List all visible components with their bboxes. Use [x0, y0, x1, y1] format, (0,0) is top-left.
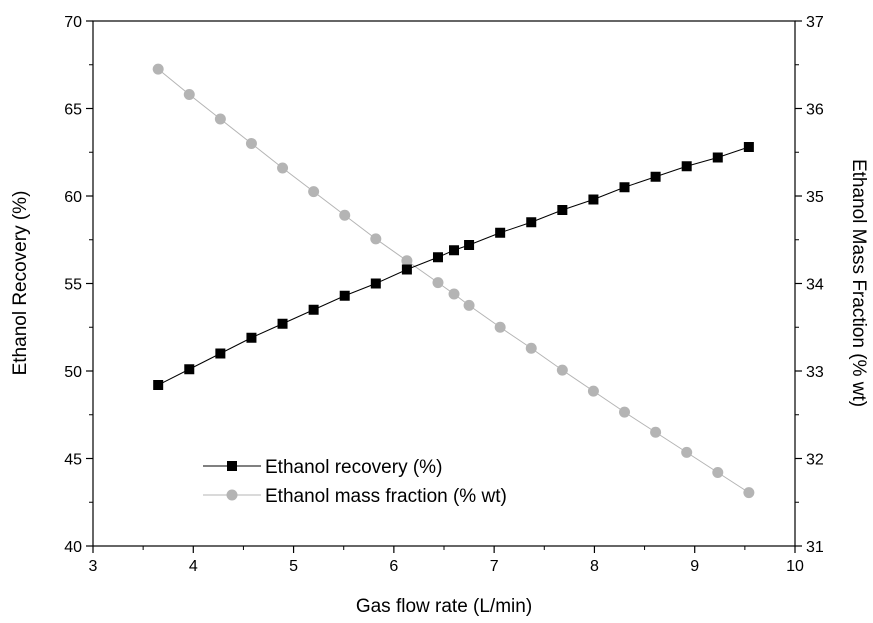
series-line-recovery: [157, 146, 750, 386]
x-tick-label: 10: [786, 558, 804, 575]
data-point-mass-fraction: [432, 277, 444, 289]
data-point-recovery: [495, 227, 506, 238]
y2-tick-label: 34: [806, 277, 824, 294]
y-axis-title-left: Ethanol Recovery (%): [10, 191, 31, 376]
data-point-mass-fraction: [587, 385, 599, 397]
data-point-mass-fraction: [681, 446, 693, 458]
data-point-mass-fraction: [183, 89, 195, 100]
series-recovery: [153, 142, 754, 390]
y-tick-label: 55: [64, 277, 82, 294]
data-point-recovery: [339, 290, 350, 301]
y2-tick-label: 36: [806, 102, 824, 119]
legend-item-recovery: Ethanol recovery (%): [203, 457, 442, 478]
data-point-mass-fraction: [214, 113, 226, 125]
data-point-recovery: [712, 152, 723, 163]
data-point-mass-fraction: [339, 209, 351, 221]
series-layer: [152, 63, 755, 499]
data-point-recovery: [449, 245, 460, 256]
data-point-mass-fraction: [463, 299, 475, 311]
x-tick-label: 8: [590, 558, 599, 575]
data-point-mass-fraction: [401, 255, 413, 267]
data-point-recovery: [464, 240, 475, 250]
y2-tick-label: 33: [806, 364, 824, 381]
data-point-recovery: [215, 348, 226, 359]
data-point-recovery: [557, 205, 568, 215]
y-tick-label: 65: [64, 102, 82, 119]
x-tick-label: 7: [490, 558, 499, 575]
legend-marker-circle: [226, 489, 238, 501]
data-point-mass-fraction: [650, 426, 662, 438]
plot-area-frame: [92, 20, 796, 547]
data-point-recovery: [650, 171, 661, 182]
y2-tick-label: 37: [806, 14, 824, 31]
y-tick-label: 70: [64, 14, 82, 31]
data-point-mass-fraction: [712, 467, 724, 478]
data-point-mass-fraction: [370, 233, 382, 245]
series-mass-fraction: [152, 63, 755, 499]
y2-tick-label: 35: [806, 189, 824, 206]
y-tick-label: 40: [64, 539, 82, 556]
legend-label-recovery: Ethanol recovery (%): [265, 457, 442, 478]
y2-tick-label: 32: [806, 452, 824, 469]
y2-tick-label: 31: [806, 539, 824, 556]
y-tick-label: 45: [64, 452, 82, 469]
data-point-recovery: [588, 194, 599, 205]
axis-ticks-layer: [86, 20, 802, 553]
data-point-recovery: [308, 304, 319, 315]
data-point-mass-fraction: [277, 162, 289, 174]
data-point-mass-fraction: [743, 487, 755, 499]
x-tick-label: 9: [690, 558, 699, 575]
data-point-mass-fraction: [619, 406, 631, 418]
data-point-recovery: [370, 278, 381, 289]
data-point-mass-fraction: [308, 186, 320, 198]
data-point-recovery: [153, 380, 164, 390]
y-axis-title-right: Ethanol Mass Fraction (% wt): [848, 159, 869, 407]
legend-item-mass-fraction: Ethanol mass fraction (% wt): [203, 486, 507, 507]
data-point-recovery: [619, 182, 630, 193]
data-point-recovery: [184, 364, 195, 375]
data-point-recovery: [743, 142, 754, 152]
data-point-recovery: [277, 318, 288, 329]
data-point-recovery: [432, 252, 443, 263]
x-tick-label: 6: [389, 558, 398, 575]
data-point-recovery: [681, 161, 692, 172]
x-tick-label: 5: [289, 558, 298, 575]
y-tick-label: 50: [64, 364, 82, 381]
series-line-mass-fraction: [157, 68, 750, 494]
y-tick-label: 60: [64, 189, 82, 206]
x-tick-label: 3: [89, 558, 98, 575]
data-point-mass-fraction: [556, 364, 568, 376]
legend: Ethanol recovery (%) Ethanol mass fracti…: [203, 457, 507, 507]
legend-marker-square: [227, 461, 237, 471]
data-point-mass-fraction: [152, 63, 164, 75]
data-point-mass-fraction: [525, 342, 537, 354]
data-point-recovery: [526, 217, 537, 228]
x-axis-title: Gas flow rate (L/min): [356, 596, 532, 617]
data-point-mass-fraction: [245, 138, 257, 149]
data-point-mass-fraction: [448, 288, 460, 300]
legend-label-mass-fraction: Ethanol mass fraction (% wt): [265, 486, 507, 507]
data-point-recovery: [401, 264, 412, 275]
x-tick-label: 4: [189, 558, 198, 575]
data-point-recovery: [246, 332, 257, 343]
data-point-mass-fraction: [494, 321, 506, 333]
